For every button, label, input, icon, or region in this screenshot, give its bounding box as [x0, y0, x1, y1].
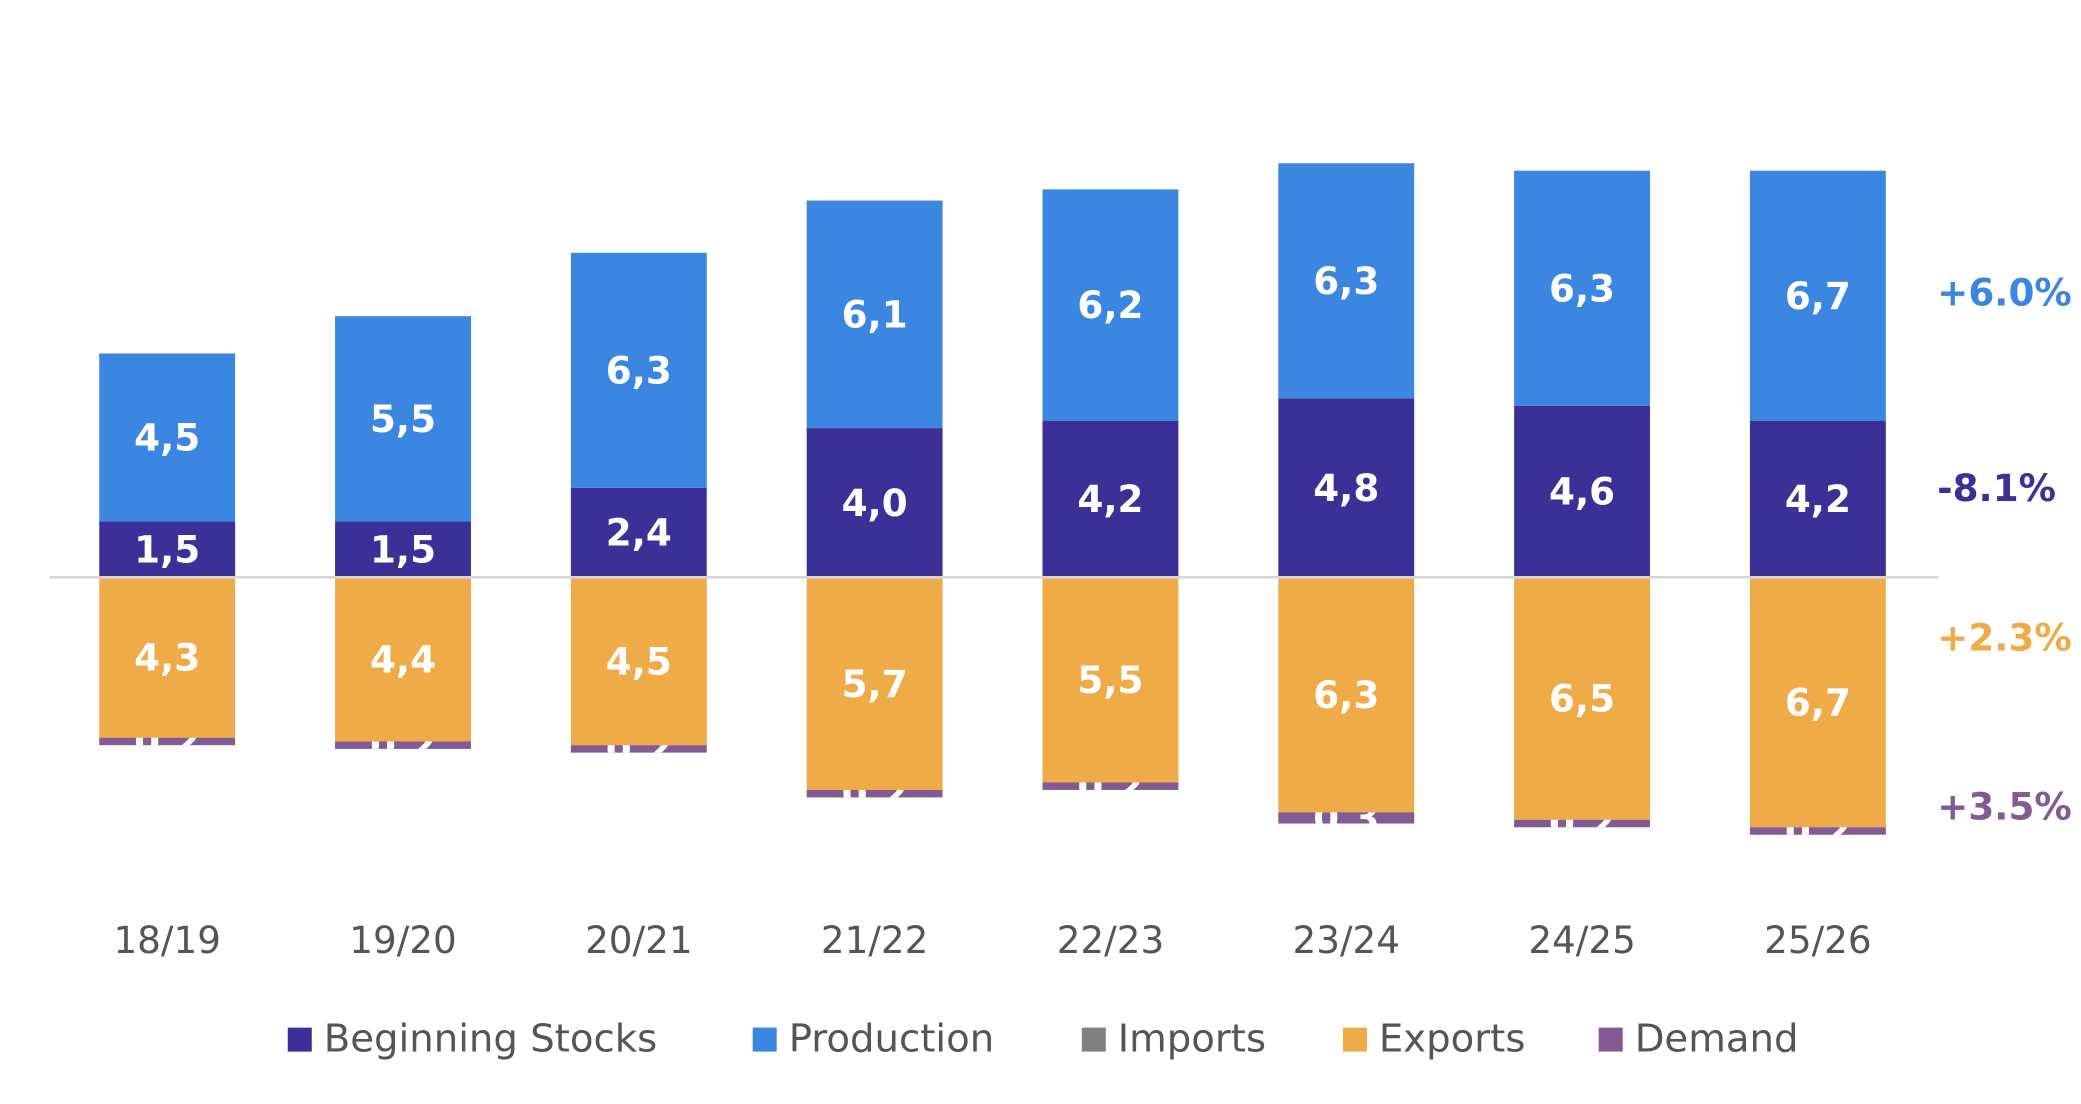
data-label: 0,2	[1785, 809, 1851, 853]
x-tick-label: 19/20	[349, 918, 456, 962]
legend-item: Production	[752, 1016, 995, 1061]
legend-swatch	[752, 1027, 777, 1052]
legend-swatch	[287, 1027, 312, 1052]
x-tick-label: 23/24	[1293, 918, 1400, 962]
bar-segment	[806, 577, 943, 790]
change-label: -8.1%	[1937, 466, 2056, 510]
bar-segment	[1042, 420, 1179, 578]
legend-swatch	[1342, 1027, 1367, 1052]
data-label: 6,3	[1313, 259, 1379, 303]
bar-segment	[335, 577, 471, 742]
bar-segment	[570, 577, 707, 746]
data-label: 4,0	[842, 481, 908, 525]
bar-segment	[1278, 577, 1415, 813]
legend-label: Exports	[1379, 1016, 1526, 1061]
data-label: 4,8	[1313, 466, 1379, 510]
data-label: 6,3	[606, 348, 672, 392]
x-tick-label: 20/21	[585, 918, 692, 962]
legend-swatch	[1598, 1027, 1623, 1052]
bar-segment	[99, 737, 236, 746]
bar-segment	[1042, 782, 1179, 790]
bar-segment	[1749, 827, 1886, 835]
bar-segment	[1749, 170, 1886, 421]
legend-item: Imports	[1081, 1016, 1266, 1061]
bar-segment	[1278, 398, 1415, 578]
x-tick-label: 18/19	[113, 918, 220, 962]
data-label: 0,2	[370, 723, 436, 767]
bar-segment	[806, 789, 943, 798]
bar-segment	[1514, 405, 1651, 578]
legend-label: Beginning Stocks	[324, 1016, 658, 1061]
change-label: +2.3%	[1937, 615, 2072, 659]
bar-segment	[1278, 163, 1415, 399]
data-label: 6,7	[1785, 274, 1851, 318]
bar-segment	[1749, 420, 1886, 578]
data-label: 4,6	[1549, 470, 1615, 514]
data-label: 6,7	[1785, 680, 1851, 724]
data-label: 5,5	[1077, 658, 1143, 702]
bar-segment	[1514, 170, 1651, 406]
data-label: 0,3	[1313, 796, 1379, 840]
legend-label: Demand	[1635, 1016, 1799, 1061]
data-label: 1,5	[134, 528, 200, 572]
data-label: 4,5	[606, 639, 672, 683]
data-label: 5,5	[370, 397, 436, 441]
data-label: 4,4	[370, 638, 436, 682]
data-label: 1,5	[370, 528, 436, 572]
x-tick-label: 24/25	[1528, 918, 1635, 962]
data-label: 0,2	[842, 772, 908, 816]
data-label: 0,2	[1077, 764, 1143, 808]
data-label: 2,4	[606, 511, 672, 555]
x-tick-label: 21/22	[821, 918, 928, 962]
bar-segment	[1514, 819, 1651, 828]
bar-segment	[99, 577, 236, 738]
bar-segment	[570, 252, 707, 488]
data-label: 6,2	[1077, 283, 1143, 327]
change-label: +3.5%	[1937, 785, 2072, 829]
data-label: 4,5	[134, 416, 200, 460]
change-label: +6.0%	[1937, 270, 2072, 314]
data-label: 0,2	[134, 720, 200, 764]
bar-segment	[806, 428, 943, 578]
legend-item: Demand	[1598, 1016, 1799, 1061]
legend-label: Imports	[1118, 1016, 1266, 1061]
data-label: 4,3	[134, 636, 200, 680]
legend-swatch	[1081, 1027, 1106, 1052]
bar-segment	[1042, 577, 1179, 783]
data-label: 6,3	[1313, 673, 1379, 717]
data-label: 0,2	[606, 727, 672, 771]
bar-segment	[335, 316, 471, 522]
bar-segment	[1514, 577, 1651, 820]
data-label: 6,3	[1549, 266, 1615, 310]
legend-label: Production	[789, 1016, 995, 1061]
bar-segment	[99, 353, 236, 522]
bar-segment	[570, 487, 707, 578]
legend-item: Exports	[1342, 1016, 1526, 1061]
bar-segment	[335, 521, 471, 578]
bar-segment	[335, 741, 471, 749]
data-label: 0,2	[1549, 802, 1615, 846]
legend-item: Beginning Stocks	[287, 1016, 658, 1061]
data-label: 6,5	[1549, 677, 1615, 721]
data-label: 4,2	[1785, 477, 1851, 521]
bar-segment	[1278, 812, 1415, 824]
bar-segment	[570, 745, 707, 753]
x-tick-label: 25/26	[1764, 918, 1871, 962]
data-label: 6,1	[842, 292, 908, 336]
bar-segment	[1749, 577, 1886, 828]
data-label: 5,7	[842, 662, 908, 706]
x-tick-label: 22/23	[1057, 918, 1164, 962]
data-label: 4,2	[1077, 477, 1143, 521]
bar-segment	[806, 200, 943, 429]
bar-segment	[99, 521, 236, 578]
bar-segment	[1042, 189, 1179, 421]
